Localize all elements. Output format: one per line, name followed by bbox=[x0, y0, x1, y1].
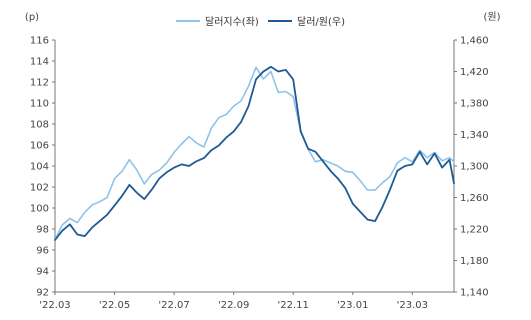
right-tick-label: 1,140 bbox=[460, 288, 489, 299]
x-tick-label: '22.05 bbox=[99, 300, 130, 311]
right-tick-label: 1,260 bbox=[460, 193, 489, 204]
series-line-usd-krw bbox=[54, 65, 455, 241]
x-tick-label: '23.03 bbox=[397, 300, 428, 311]
left-tick-label: 98 bbox=[36, 225, 49, 236]
right-axis-ticks: 1,140 1,180 1,220 1,260 1,300 1,340 1,380 1,420… bbox=[454, 36, 489, 299]
series-line-dollar-index bbox=[54, 66, 455, 241]
x-tick-label: '23.01 bbox=[337, 300, 368, 311]
left-tick-label: 100 bbox=[30, 204, 49, 215]
left-tick-label: 110 bbox=[30, 99, 49, 110]
left-tick-label: 106 bbox=[30, 141, 49, 152]
left-tick-label: 108 bbox=[30, 120, 49, 131]
right-tick-label: 1,420 bbox=[460, 67, 489, 78]
legend-label-usd-krw: 달러/원(우) bbox=[297, 16, 345, 28]
right-tick-label: 1,300 bbox=[460, 162, 489, 173]
axes bbox=[54, 40, 455, 293]
legend: 달러지수(좌) 달러/원(우) bbox=[176, 16, 345, 28]
x-tick-label: '22.07 bbox=[158, 300, 189, 311]
right-tick-label: 1,340 bbox=[460, 130, 489, 141]
left-tick-label: 104 bbox=[30, 162, 49, 173]
left-tick-label: 112 bbox=[30, 78, 49, 89]
left-axis-unit: (p) bbox=[25, 12, 39, 23]
left-tick-label: 96 bbox=[36, 246, 49, 257]
left-tick-label: 94 bbox=[36, 267, 49, 278]
x-axis-ticks: '22.03 '22.05 '22.07 '22.09 '22.11 '23.01 '23.… bbox=[39, 292, 428, 311]
left-tick-label: 92 bbox=[36, 288, 49, 299]
x-tick-label: '22.03 bbox=[39, 300, 70, 311]
left-axis-ticks: 92 94 96 98 100 102 104 106 108 110 112 114 116 bbox=[30, 36, 55, 299]
right-tick-label: 1,380 bbox=[460, 99, 489, 110]
left-tick-label: 114 bbox=[30, 57, 49, 68]
x-tick-label: '22.11 bbox=[278, 300, 309, 311]
left-tick-label: 116 bbox=[30, 36, 49, 47]
right-tick-label: 1,460 bbox=[460, 36, 489, 47]
right-tick-label: 1,180 bbox=[460, 256, 489, 267]
right-tick-label: 1,220 bbox=[460, 225, 489, 236]
x-tick-label: '22.09 bbox=[218, 300, 249, 311]
left-tick-label: 102 bbox=[30, 183, 49, 194]
right-axis-unit: (원) bbox=[483, 11, 500, 23]
legend-label-dollar-index: 달러지수(좌) bbox=[205, 16, 259, 28]
series-layer bbox=[54, 65, 455, 241]
